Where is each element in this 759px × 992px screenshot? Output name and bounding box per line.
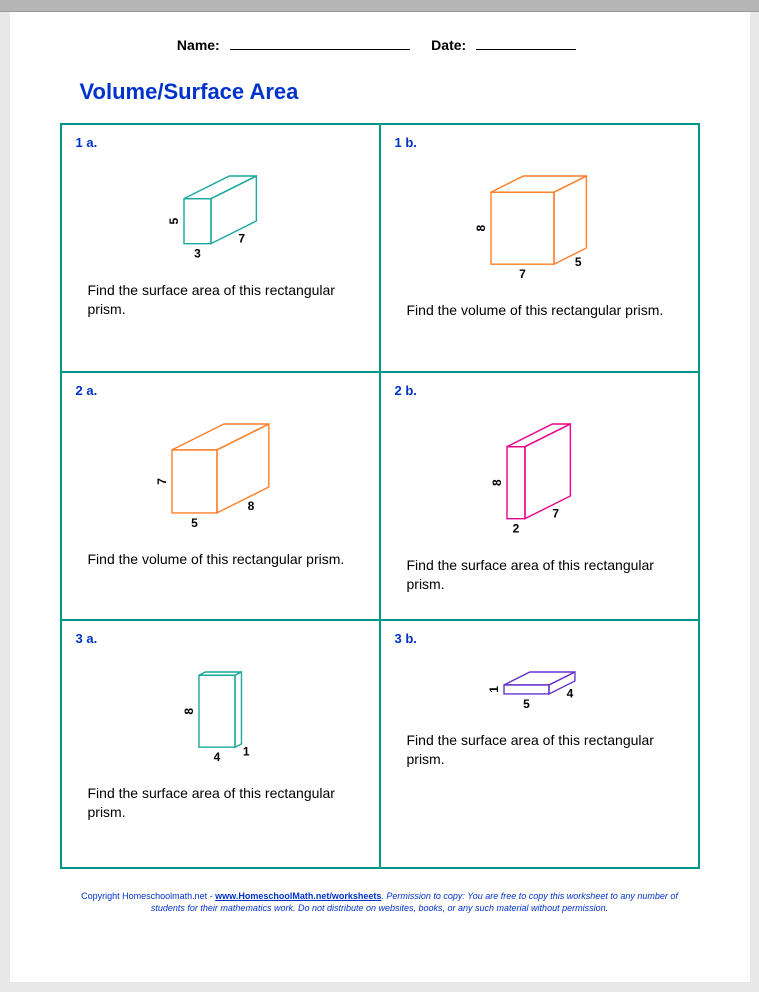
svg-text:1: 1 bbox=[487, 686, 501, 693]
copyright-prefix: Copyright Homeschoolmath.net - bbox=[81, 891, 215, 901]
problem-cell: 1 a. 5 3 7 Find the surface area of this rec… bbox=[61, 124, 380, 372]
svg-text:1: 1 bbox=[243, 745, 250, 759]
svg-text:5: 5 bbox=[575, 255, 582, 269]
svg-text:3: 3 bbox=[194, 247, 201, 261]
svg-text:8: 8 bbox=[474, 225, 488, 232]
problem-instruction: Find the surface area of this rectangula… bbox=[88, 784, 355, 822]
svg-text:7: 7 bbox=[553, 506, 560, 520]
svg-text:8: 8 bbox=[490, 479, 504, 486]
prism-figure: 8 4 1 bbox=[76, 650, 365, 774]
svg-text:7: 7 bbox=[155, 478, 169, 485]
problem-instruction: Find the surface area of this rectangula… bbox=[88, 281, 355, 319]
problem-cell: 3 a. 8 4 1 Find the surface area of this rec… bbox=[61, 620, 380, 868]
svg-text:8: 8 bbox=[182, 708, 196, 715]
problem-label: 1 a. bbox=[76, 135, 365, 150]
problem-label: 3 b. bbox=[395, 631, 684, 646]
problem-cell: 2 a. 7 5 8 Find the volume of this rectangul… bbox=[61, 372, 380, 620]
name-blank[interactable] bbox=[230, 36, 410, 50]
copyright-footer: Copyright Homeschoolmath.net - www.Homes… bbox=[60, 891, 700, 914]
date-label: Date: bbox=[431, 37, 466, 53]
svg-text:7: 7 bbox=[519, 267, 526, 281]
name-label: Name: bbox=[177, 37, 220, 53]
problem-label: 2 a. bbox=[76, 383, 365, 398]
svg-text:5: 5 bbox=[167, 218, 181, 225]
prism-figure: 1 5 4 bbox=[395, 650, 684, 721]
prism-figure: 7 5 8 bbox=[76, 402, 365, 540]
problem-instruction: Find the surface area of this rectangula… bbox=[407, 556, 674, 594]
prism-figure: 8 2 7 bbox=[395, 402, 684, 546]
worksheet-page: Name: Date: Volume/Surface Area 1 a. 5 3 7 F… bbox=[10, 12, 750, 982]
svg-text:4: 4 bbox=[213, 750, 220, 764]
prism-figure: 8 7 5 bbox=[395, 154, 684, 291]
problem-cell: 2 b. 8 2 7 Find the surface area of this rec… bbox=[380, 372, 699, 620]
problem-instruction: Find the volume of this rectangular pris… bbox=[88, 550, 355, 569]
copyright-link[interactable]: www.HomeschoolMath.net/worksheets bbox=[215, 891, 381, 901]
svg-text:8: 8 bbox=[247, 499, 254, 513]
svg-text:2: 2 bbox=[513, 522, 520, 536]
svg-text:7: 7 bbox=[238, 231, 245, 245]
problem-cell: 1 b. 8 7 5 Find the volume of this rectangul… bbox=[380, 124, 699, 372]
worksheet-title: Volume/Surface Area bbox=[80, 79, 700, 105]
svg-text:5: 5 bbox=[523, 697, 530, 711]
student-header: Name: Date: bbox=[60, 36, 700, 53]
problem-instruction: Find the volume of this rectangular pris… bbox=[407, 301, 674, 320]
problem-label: 2 b. bbox=[395, 383, 684, 398]
prism-figure: 5 3 7 bbox=[76, 154, 365, 271]
problems-grid: 1 a. 5 3 7 Find the surface area of this rec… bbox=[60, 123, 700, 869]
problem-cell: 3 b. 1 5 4 Find the surface area of this rec… bbox=[380, 620, 699, 868]
problem-label: 1 b. bbox=[395, 135, 684, 150]
svg-text:5: 5 bbox=[191, 516, 198, 530]
problem-instruction: Find the surface area of this rectangula… bbox=[407, 731, 674, 769]
date-blank[interactable] bbox=[476, 36, 576, 50]
window-top-bar bbox=[0, 0, 759, 12]
problem-label: 3 a. bbox=[76, 631, 365, 646]
svg-text:4: 4 bbox=[566, 686, 573, 700]
